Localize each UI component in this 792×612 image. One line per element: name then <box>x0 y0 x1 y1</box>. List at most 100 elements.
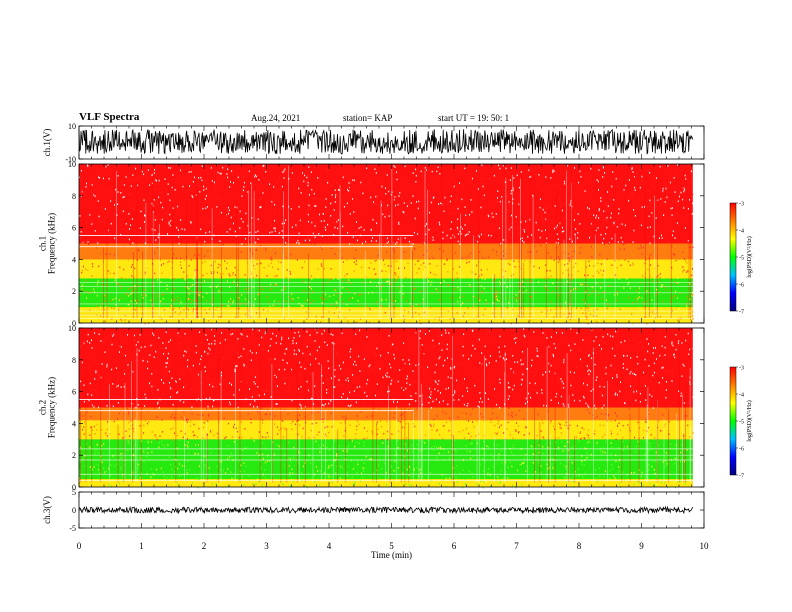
spectrogram-pixel <box>159 259 161 261</box>
spectrogram-pixel <box>541 419 543 422</box>
spectrogram-pixel <box>239 459 240 462</box>
spectrogram-pixel <box>331 481 333 484</box>
spectrogram-pixel <box>173 470 175 473</box>
spectrogram-pixel <box>301 390 303 393</box>
spectrogram-pixel <box>630 472 632 474</box>
spectrogram-pixel <box>86 340 88 343</box>
spectrogram-pixel <box>580 350 582 352</box>
spectrogram-pixel <box>227 485 229 488</box>
spectrogram-pixel <box>572 173 574 175</box>
spectrogram-pixel <box>153 197 155 200</box>
spectrogram-pixel <box>87 333 89 336</box>
spectrogram-pixel <box>526 464 528 467</box>
spectrogram-pixel <box>692 268 693 270</box>
spectrogram-pixel <box>585 201 586 203</box>
spectrogram-pixel <box>258 329 260 332</box>
spectrogram-pixel <box>276 385 278 387</box>
spectrogram-pixel <box>108 228 110 231</box>
spectrogram-pixel <box>318 233 320 235</box>
spectrogram-pixel <box>256 254 258 257</box>
spectrogram-pixel <box>397 238 399 240</box>
spectrogram-pixel <box>565 340 567 343</box>
spectrogram-pixel <box>144 271 146 274</box>
spectrogram-pixel <box>637 362 639 365</box>
spectrogram-pixel <box>494 278 496 281</box>
spectrogram-pixel <box>274 212 275 215</box>
spectrogram-pixel <box>641 340 643 343</box>
spectrogram-pixel <box>641 188 643 190</box>
spectrogram-pixel <box>454 236 456 238</box>
spectrogram-pixel <box>219 264 221 267</box>
spectrogram-pixel <box>516 174 518 177</box>
spectrogram-pixel <box>616 394 618 396</box>
spectrogram-pixel <box>202 437 204 439</box>
spectrogram-pixel <box>466 427 467 430</box>
spectrogram-pixel <box>641 412 643 414</box>
spectrogram-pixel <box>322 404 324 406</box>
spectrogram-pixel <box>269 480 271 482</box>
spectrogram-pixel <box>611 468 613 470</box>
spectrogram-pixel <box>383 321 385 324</box>
spectrogram-pixel <box>111 368 113 371</box>
spectrogram-pixel <box>589 294 591 296</box>
spectrogram-pixel <box>199 362 201 365</box>
spectrogram-pixel <box>600 197 602 199</box>
spectrogram-pixel <box>396 178 398 181</box>
spectrogram-pixel <box>415 276 416 279</box>
spectrogram-pixel <box>385 393 387 396</box>
spectrogram-pixel <box>129 367 131 369</box>
spectrogram-pixel <box>283 464 285 467</box>
spectrogram-pixel <box>478 236 480 238</box>
spectrogram-pixel <box>211 180 213 182</box>
spectrogram-pixel <box>557 261 559 263</box>
spectrogram-pixel <box>354 360 356 363</box>
spectrogram-pixel <box>363 229 365 231</box>
spectrogram-pixel <box>306 380 308 383</box>
spectrogram-pixel <box>183 259 185 261</box>
spectrogram-pixel <box>198 184 200 187</box>
spectrogram-pixel <box>242 400 244 402</box>
spectrogram-pixel <box>179 264 181 266</box>
spectrogram-pixel <box>399 403 401 406</box>
spectrogram-pixel <box>603 222 604 225</box>
spectrogram-pixel <box>661 430 663 432</box>
spectrogram-pixel <box>284 288 286 290</box>
spectrogram-pixel <box>515 486 517 489</box>
spectrogram-pixel <box>354 217 356 219</box>
spectrogram-pixel <box>205 182 207 184</box>
spectrogram-pixel <box>272 304 274 307</box>
spectrogram-pixel <box>585 302 586 305</box>
spectrogram-pixel <box>481 352 483 354</box>
spectrogram-pixel <box>94 332 96 334</box>
spectrogram-pixel <box>81 190 83 193</box>
spectrogram-pixel <box>593 315 595 317</box>
spectrogram-pixel <box>376 433 378 436</box>
spectrogram-pixel <box>116 283 118 285</box>
spectrogram-pixel <box>138 349 140 352</box>
spectrogram-pixel <box>474 229 476 231</box>
y-tick-label: -10 <box>65 155 76 164</box>
spectrogram-pixel <box>155 370 157 372</box>
spectrogram-pixel <box>182 228 184 231</box>
spectrogram-pixel <box>84 465 86 467</box>
spectrogram-pixel <box>596 179 598 181</box>
spectrogram-pixel <box>366 336 368 338</box>
spectrogram-pixel <box>295 423 297 426</box>
spectrogram-pixel <box>163 309 165 311</box>
spectrogram-pixel <box>220 469 221 471</box>
spectrogram-pixel <box>556 224 558 227</box>
spectrogram-pixel <box>355 263 357 266</box>
spectrogram-pixel <box>457 240 459 243</box>
spectrogram-pixel <box>661 192 663 194</box>
spectrogram-pixel <box>442 248 444 250</box>
spectrogram-pixel <box>152 332 154 335</box>
spectrogram-pixel <box>639 226 641 229</box>
spectrogram-pixel <box>154 229 156 231</box>
spectrogram-pixel <box>285 277 287 279</box>
y-tick-label: 10 <box>68 122 76 131</box>
spectrogram-pixel <box>300 192 302 194</box>
spectrogram-pixel <box>534 471 536 473</box>
spectrogram-pixel <box>375 172 377 174</box>
spectrogram-pixel <box>647 226 649 229</box>
spectrogram-pixel <box>175 380 176 382</box>
